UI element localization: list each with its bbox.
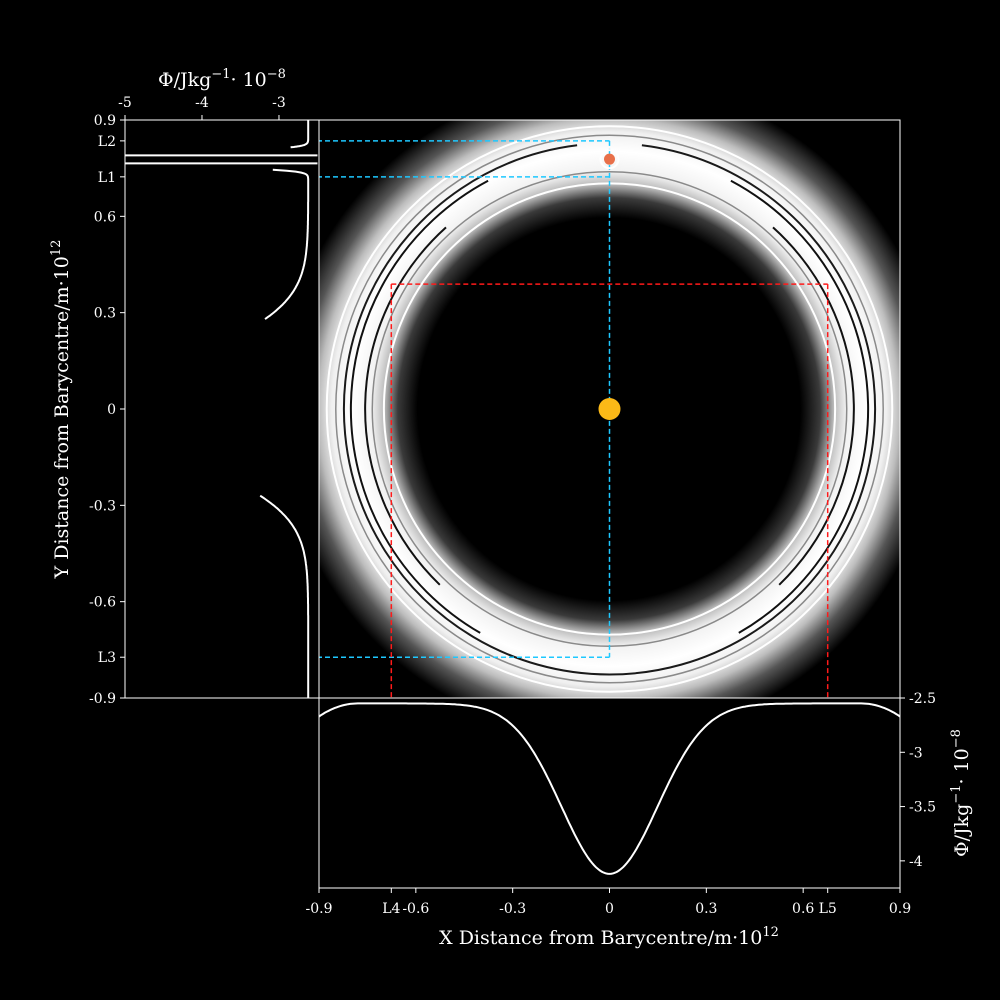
bottom-potential-line — [318, 702, 901, 875]
y-tick-label-4: 0.3 — [94, 306, 116, 322]
bottom-y-tick-label-3: -4 — [909, 854, 923, 870]
contour-horseshoe-3 — [349, 179, 489, 634]
left-curve-lower — [259, 494, 310, 698]
left-x-tick-label-1: -4 — [195, 95, 209, 111]
y-tick-label-7: -0.6 — [89, 595, 116, 611]
secondary-hill-contour — [599, 149, 620, 170]
x-tick-label-3: -0.3 — [499, 901, 526, 917]
bodies — [598, 149, 621, 420]
main-x-axis-label: X Distance from Barycentre/m·1012 — [439, 925, 779, 949]
x-tick-label-0: -0.9 — [306, 901, 333, 917]
main-y-ticks: 0.9 L2 L1 0.6 0.3 0 -0.3 -0.6 L3 -0.9 — [89, 113, 125, 707]
y-tick-label-0: 0.9 — [94, 113, 116, 129]
y-tick-label-9: -0.9 — [89, 691, 116, 707]
left-curve-top — [290, 120, 310, 149]
bottom-y-tick-label-0: -2.5 — [909, 691, 936, 707]
bottom-y-tick-label-1: -3 — [909, 745, 923, 761]
y-tick-label-8: L3 — [98, 650, 116, 666]
left-curve-upper — [264, 168, 310, 320]
y-tick-label-2: L1 — [98, 170, 116, 186]
x-tick-label-7: L5 — [819, 901, 837, 917]
contour-horseshoe-5 — [364, 226, 447, 586]
left-top-axis-label: Φ/Jkg−1· 10−8 — [158, 67, 286, 91]
contour-horseshoe-1 — [342, 144, 877, 676]
primary-body — [598, 398, 621, 420]
main-panel-frame — [318, 119, 901, 699]
y-tick-label-1: L2 — [98, 134, 116, 150]
y-tick-label-5: 0 — [107, 402, 116, 418]
bottom-right-y-ticks: -2.5 -3 -3.5 -4 — [900, 691, 936, 870]
contour-horseshoe-2 — [730, 179, 870, 634]
main-contour-panel: -0.9 L4 -0.6 -0.3 0 0.3 0.6 L5 0.9 0.9L2L10.60.3… — [49, 113, 911, 949]
bottom-y-tick-label-2: -3.5 — [909, 800, 936, 816]
x-tick-label-5: 0.3 — [695, 901, 717, 917]
bottom-right-axis-label: Φ/Jkg−1· 10−8 — [949, 729, 973, 857]
y-tick-label-6: -0.3 — [89, 498, 116, 514]
left-x-tick-label-2: -3 — [272, 95, 286, 111]
left-top-x-ticks: -5 -4 -3 — [118, 95, 286, 120]
contour-ring-2 — [325, 125, 894, 693]
x-tick-label-1: L4 — [382, 901, 400, 917]
left-potential-curves — [125, 120, 318, 698]
main-x-ticks: -0.9 L4 -0.6 -0.3 0 0.3 0.6 L5 0.9 — [306, 888, 911, 917]
equipotential-contours — [325, 125, 894, 693]
y-tick-label-3: 0.6 — [94, 209, 116, 225]
left-x-tick-label-0: -5 — [118, 95, 132, 111]
x-tick-label-4: 0 — [605, 901, 614, 917]
contour-ring-3 — [335, 134, 884, 684]
x-tick-label-8: 0.9 — [889, 901, 911, 917]
main-y-axis-label: Y Distance from Barycentre/m·1012 — [49, 240, 73, 580]
secondary-body — [604, 153, 615, 165]
bottom-potential-panel: -2.5 -3 -3.5 -4 Φ/Jkg−1· 10−8 — [318, 691, 973, 889]
x-tick-label-2: -0.6 — [402, 901, 429, 917]
contour-horseshoe-4 — [772, 226, 855, 586]
left-potential-panel: -5 -4 -3 Φ/Jkg−1· 10−8 — [118, 67, 319, 699]
x-tick-label-6: 0.6 — [792, 901, 814, 917]
bottom-potential-curve — [318, 702, 901, 875]
